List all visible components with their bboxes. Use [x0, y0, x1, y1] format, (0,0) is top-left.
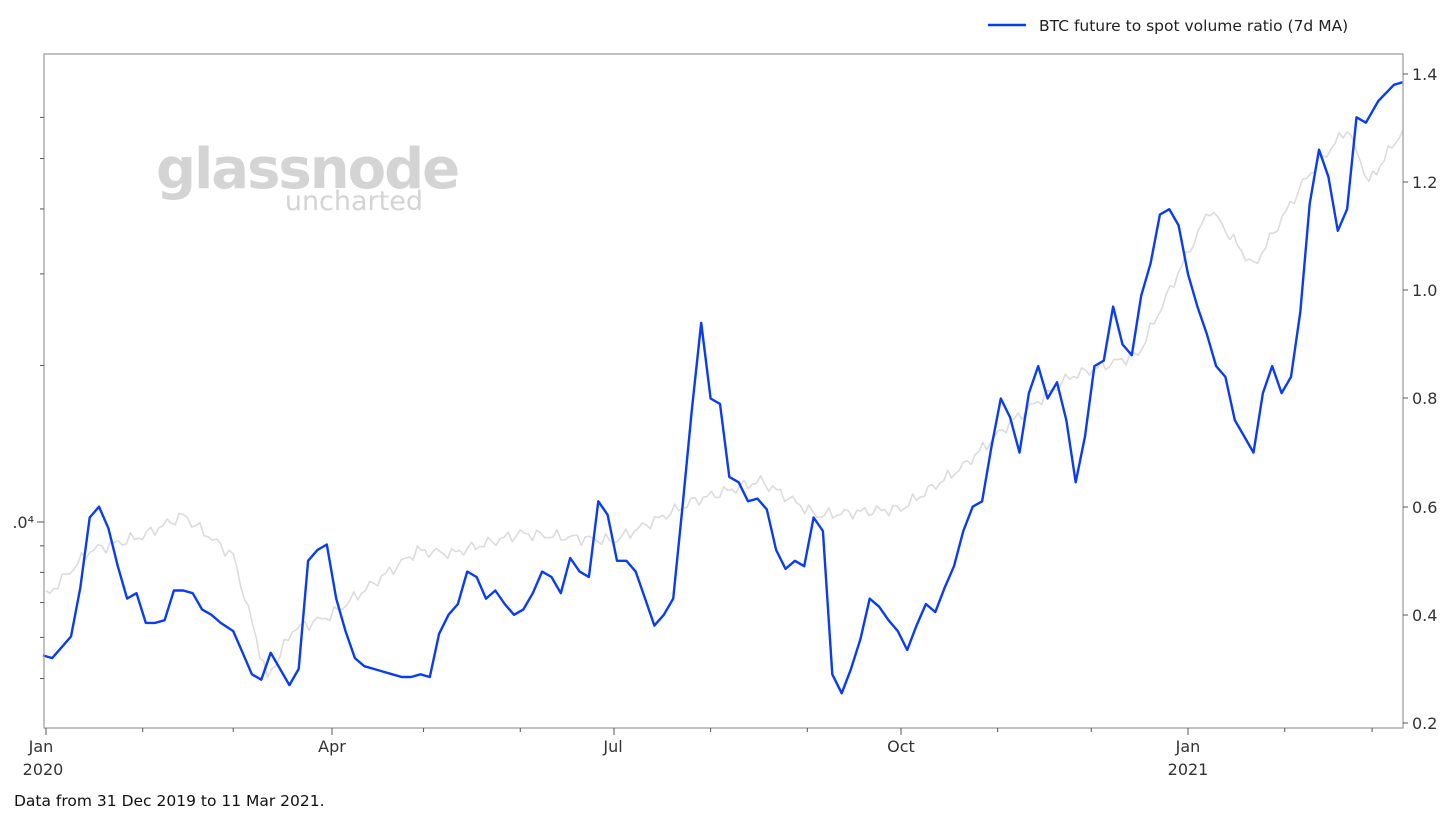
plot-frame — [43, 53, 1404, 729]
watermark: glassnode uncharted — [156, 137, 460, 217]
x-tick-year-2021: 2021 — [1168, 760, 1209, 779]
x-tick-apr: Apr — [318, 737, 346, 756]
ratio-line — [42, 80, 1404, 695]
legend-label: BTC future to spot volume ratio (7d MA) — [1039, 17, 1348, 35]
legend: BTC future to spot volume ratio (7d MA) — [988, 17, 1348, 35]
right-tick-0.8: 0.8 — [1412, 389, 1437, 408]
right-tick-0.2: 0.2 — [1412, 714, 1437, 733]
watermark-sub: uncharted — [285, 186, 423, 217]
right-tick-0.4: 0.4 — [1412, 606, 1437, 625]
x-tick-oct: Oct — [887, 737, 915, 756]
right-tick-1.2: 1.2 — [1412, 173, 1437, 192]
x-tick-jan-2021: Jan — [1175, 737, 1201, 756]
x-tick-year-2020: 2020 — [23, 760, 64, 779]
right-tick-1.0: 1.0 — [1412, 281, 1437, 300]
x-tick-jan-2020: Jan — [28, 737, 54, 756]
right-tick-1.4: 1.4 — [1412, 65, 1437, 84]
x-axis: Jan 2020 Apr Jul Oct Jan 2021 — [23, 728, 1373, 779]
right-axis: 1.4 1.2 1.0 0.8 0.6 0.4 0.2 — [1403, 65, 1437, 733]
left-axis-ticks — [37, 116, 44, 680]
price-line — [45, 128, 1405, 679]
watermark-main: glassnode — [156, 137, 458, 202]
right-tick-0.6: 0.6 — [1412, 498, 1437, 517]
x-tick-jul: Jul — [602, 737, 622, 756]
footnote: Data from 31 Dec 2019 to 11 Mar 2021. — [14, 792, 325, 810]
left-axis-major-label: .0⁴ — [12, 513, 34, 532]
